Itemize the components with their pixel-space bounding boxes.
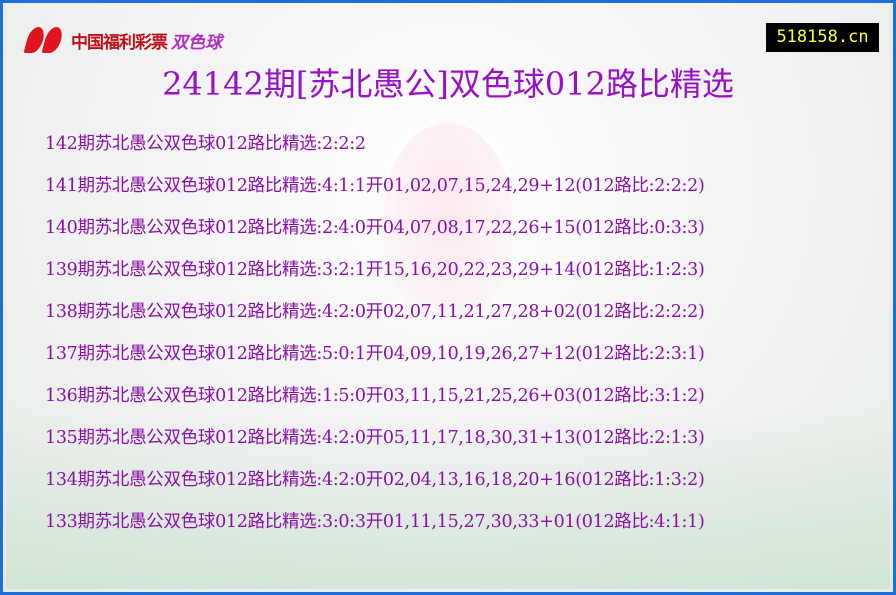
lotus-background [383, 123, 513, 313]
list-item: 137期苏北愚公双色球012路比精选:5:0:1开04,09,10,19,26,… [45, 344, 705, 364]
list-item: 135期苏北愚公双色球012路比精选:4:2:0开05,11,17,18,30,… [45, 428, 705, 448]
list-item: 134期苏北愚公双色球012路比精选:4:2:0开02,04,13,16,18,… [45, 470, 705, 490]
welfare-lottery-logo: 中国福利彩票 双色球 [23, 25, 222, 55]
logo-text: 中国福利彩票 [71, 32, 168, 53]
list-item: 138期苏北愚公双色球012路比精选:4:2:0开02,07,11,21,27,… [45, 302, 705, 322]
lottery-logo-icon [23, 25, 67, 55]
results-list: 142期苏北愚公双色球012路比精选:2:2:2 141期苏北愚公双色球012路… [45, 131, 705, 551]
logo-accent-text: 双色球 [171, 32, 222, 53]
list-item: 139期苏北愚公双色球012路比精选:3:2:1开15,16,20,22,23,… [45, 260, 705, 280]
background-leaves [6, 409, 890, 589]
site-badge: 518158.cn [766, 23, 879, 52]
list-item: 140期苏北愚公双色球012路比精选:2:4:0开04,07,08,17,22,… [45, 218, 705, 238]
page-title: 24142期[苏北愚公]双色球012路比精选 [162, 65, 734, 103]
list-item: 133期苏北愚公双色球012路比精选:3:0:3开01,11,15,27,30,… [45, 512, 705, 532]
list-item: 141期苏北愚公双色球012路比精选:4:1:1开01,02,07,15,24,… [45, 176, 705, 196]
list-item: 142期苏北愚公双色球012路比精选:2:2:2 [45, 134, 366, 154]
list-item: 136期苏北愚公双色球012路比精选:1:5:0开03,11,15,21,25,… [45, 386, 705, 406]
